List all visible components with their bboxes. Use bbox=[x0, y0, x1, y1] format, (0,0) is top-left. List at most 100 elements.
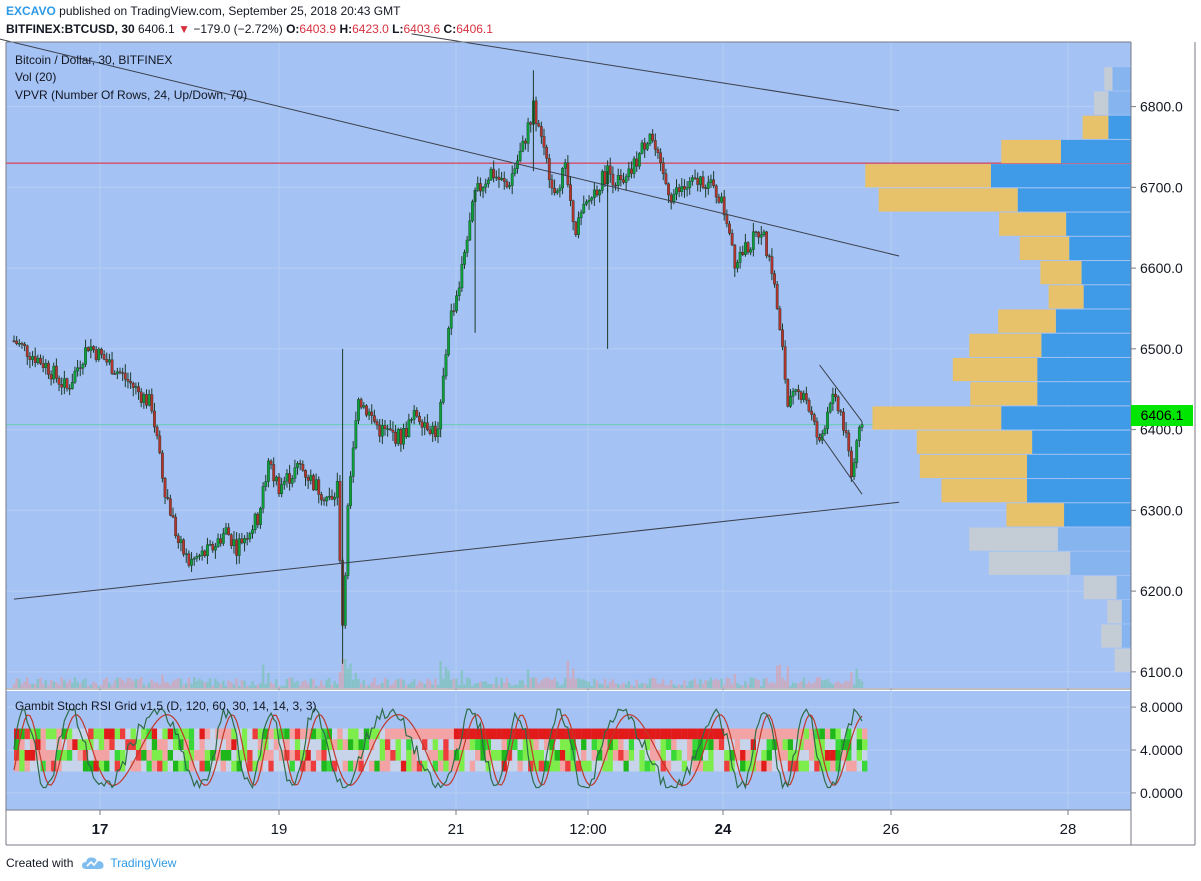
author-name[interactable]: EXCAVO bbox=[6, 4, 56, 18]
osc-grid-cell bbox=[326, 739, 333, 750]
oscillator-axis[interactable]: 8.0000 4.0000 0.0000 bbox=[1131, 699, 1183, 801]
osc-grid-cell bbox=[745, 750, 751, 761]
candle-body bbox=[192, 558, 196, 560]
osc-grid-cell bbox=[697, 760, 704, 772]
tradingview-logo[interactable]: TradingView bbox=[81, 856, 176, 870]
osc-grid-cell bbox=[273, 750, 280, 761]
osc-grid-cell bbox=[824, 728, 831, 740]
volume-bar bbox=[222, 680, 225, 688]
candle-body bbox=[619, 175, 623, 181]
osc-grid-cell bbox=[358, 760, 364, 772]
osc-grid-cell bbox=[400, 739, 407, 750]
vp-up-bar bbox=[990, 164, 1131, 188]
candle-body bbox=[765, 231, 769, 256]
volume-bar bbox=[243, 680, 246, 688]
volume-legend[interactable]: Vol (20) bbox=[15, 70, 57, 84]
volume-bar bbox=[65, 682, 69, 688]
volume-bar bbox=[733, 673, 736, 688]
volume-bar bbox=[320, 680, 323, 688]
osc-grid-cell bbox=[72, 750, 78, 761]
volume-bar bbox=[738, 684, 742, 688]
volume-bar bbox=[858, 678, 861, 688]
vpvr-legend[interactable]: VPVR (Number Of Rows, 24, Up/Down, 70) bbox=[15, 88, 248, 102]
trendline-wedge-top[interactable] bbox=[819, 364, 863, 422]
candle-body bbox=[812, 414, 816, 422]
volume-bar bbox=[352, 679, 355, 688]
candle-body bbox=[367, 411, 371, 416]
osc-grid-cell bbox=[586, 739, 592, 750]
osc-grid-cell bbox=[528, 750, 534, 761]
osc-grid-cell bbox=[692, 760, 698, 772]
candle-body bbox=[420, 421, 424, 428]
osc-grid-cell bbox=[597, 750, 603, 761]
volume-bar bbox=[723, 684, 726, 688]
tradingview-link[interactable]: TradingView bbox=[110, 856, 177, 870]
osc-grid-cell bbox=[581, 760, 587, 772]
volume-bar bbox=[587, 681, 591, 688]
osc-grid-cell bbox=[310, 739, 317, 750]
volume-bar bbox=[852, 684, 856, 688]
volume-bar bbox=[704, 680, 707, 688]
candle-body bbox=[365, 405, 368, 416]
candle-body bbox=[68, 388, 72, 390]
osc-grid-cell bbox=[273, 728, 280, 740]
osc-grid-cell bbox=[358, 750, 364, 761]
volume-bar bbox=[821, 680, 824, 688]
osc-grid-cell bbox=[220, 739, 227, 750]
osc-grid-cell bbox=[708, 760, 714, 772]
volume-bar bbox=[701, 684, 705, 688]
osc-grid-cell bbox=[40, 739, 46, 750]
volume-bar bbox=[362, 679, 365, 688]
candle-body bbox=[500, 178, 503, 180]
osc-grid-cell bbox=[151, 739, 158, 750]
volume-bar bbox=[553, 677, 556, 688]
volume-bar bbox=[511, 685, 514, 688]
osc-grid-cell bbox=[231, 728, 237, 740]
osc-grid-cell bbox=[289, 750, 295, 761]
main-pane[interactable] bbox=[6, 42, 1131, 688]
osc-grid-cell bbox=[453, 760, 460, 772]
trendline-lower-ascending[interactable] bbox=[13, 501, 900, 600]
trendline-upper-descending[interactable] bbox=[0, 26, 900, 257]
osc-grid-cell bbox=[438, 750, 444, 761]
volume-bar bbox=[113, 680, 116, 688]
candle-body bbox=[256, 513, 260, 525]
volume-bar bbox=[532, 677, 535, 688]
volume-bar bbox=[227, 680, 230, 688]
candle-body bbox=[158, 435, 162, 454]
vp-up-bar bbox=[1001, 406, 1131, 430]
osc-grid-cell bbox=[416, 739, 423, 750]
osc-grid-cell bbox=[284, 728, 290, 740]
trendlines[interactable] bbox=[0, 26, 900, 600]
osc-grid-cell bbox=[491, 728, 497, 740]
osc-grid-cell bbox=[178, 750, 184, 761]
oscillator-legend[interactable]: Gambit Stoch RSI Grid v1.5 (D, 120, 60, … bbox=[15, 699, 317, 713]
osc-grid-cell bbox=[226, 728, 232, 740]
osc-grid-cell bbox=[241, 739, 248, 750]
candle-body bbox=[688, 180, 692, 188]
trendline-outer-descending[interactable] bbox=[411, 33, 900, 112]
volume-bar bbox=[699, 679, 702, 688]
volume-bar bbox=[105, 677, 108, 688]
volume-bar bbox=[163, 681, 167, 688]
volume-bar bbox=[582, 679, 585, 688]
candle-body bbox=[553, 187, 557, 194]
close-label: C: bbox=[443, 22, 457, 36]
volume-bar bbox=[238, 685, 241, 688]
volume-bar bbox=[595, 680, 599, 688]
trendline-wedge-bottom[interactable] bbox=[819, 433, 863, 495]
osc-grid-cell bbox=[125, 760, 131, 772]
price-axis[interactable]: 6800.06700.06600.06500.06400.06300.06200… bbox=[1131, 99, 1183, 680]
volume-bar bbox=[102, 679, 106, 688]
osc-grid-cell bbox=[533, 750, 539, 761]
price-tick-label: 6700.0 bbox=[1140, 179, 1183, 195]
volume-bar bbox=[778, 664, 782, 688]
low-label: L: bbox=[392, 22, 404, 36]
osc-grid-cell bbox=[533, 760, 539, 772]
osc-grid-cell bbox=[310, 728, 317, 740]
volume-bar bbox=[590, 685, 593, 688]
time-axis[interactable]: 17 19 21 12:00 24 26 28 bbox=[92, 810, 1077, 838]
volume-bar bbox=[20, 683, 24, 688]
osc-grid-cell bbox=[575, 728, 582, 740]
